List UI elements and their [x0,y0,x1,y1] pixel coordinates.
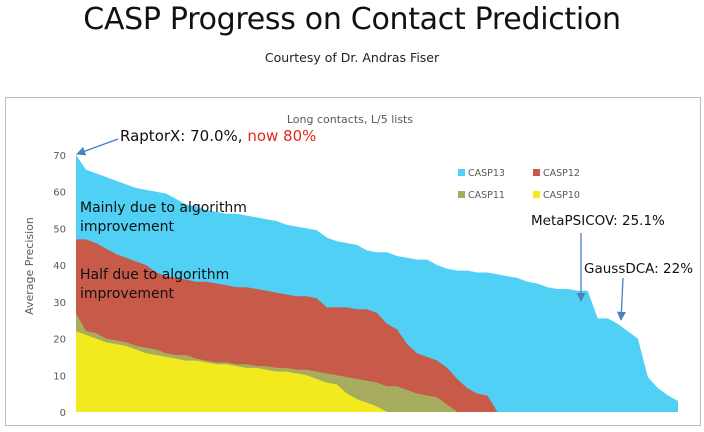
area-chart: 0 10 20 30 40 50 60 70 CASP13 CASP12 CASP11 CASP10… [23,113,678,419]
half-line-1: Half due to algorithm [80,267,230,283]
legend-swatch-casp10 [533,191,540,198]
y-tick-label: 50 [53,224,66,235]
legend-swatch-casp11 [458,191,465,198]
raptorx-now-text: now 80% [247,127,317,145]
chart-areas [76,155,678,412]
slide-title: CASP Progress on Contact Prediction [83,2,621,37]
gaussdca-annotation: GaussDCA: 22% [584,261,694,277]
chart-frame: 0 10 20 30 40 50 60 70 CASP13 CASP12 CASP11 CASP10… [5,97,701,426]
mainly-line-2: improvement [80,219,174,235]
y-tick-label: 10 [53,371,66,382]
gaussdca-arrow [616,277,626,321]
y-tick-label: 70 [53,151,66,162]
legend-label-casp12: CASP12 [543,168,580,179]
chart-title: Long contacts, L/5 lists [287,113,413,126]
raptorx-annotation: RaptorX: 70.0%, now 80% [120,127,316,145]
y-tick-label: 60 [53,188,66,199]
legend-label-casp10: CASP10 [543,190,580,201]
area-casp10 [76,331,387,412]
raptorx-arrow [76,138,119,156]
mainly-line-1: Mainly due to algorithm [80,200,247,216]
y-axis-label: Average Precision [23,217,36,315]
slide-subtitle: Courtesy of Dr. Andras Fiser [264,50,440,65]
annotation-arrows [76,138,626,321]
mainly-annotation: Mainly due to algorithm improvement [80,199,247,237]
legend-label-casp13: CASP13 [468,168,505,179]
y-tick-label: 20 [53,335,66,346]
chart-legend: CASP13 CASP12 CASP11 CASP10 [458,168,580,201]
y-axis: 0 10 20 30 40 50 60 70 [53,151,66,419]
half-annotation: Half due to algorithm improvement [80,266,229,304]
legend-label-casp11: CASP11 [468,190,505,201]
y-tick-label: 30 [53,298,66,309]
legend-swatch-casp12 [533,169,540,176]
y-tick-label: 0 [60,408,66,419]
legend-swatch-casp13 [458,169,465,176]
y-tick-label: 40 [53,261,66,272]
metapsicov-annotation: MetaPSICOV: 25.1% [531,213,665,229]
half-line-2: improvement [80,286,174,302]
raptorx-text: RaptorX: 70.0%, [120,127,248,145]
